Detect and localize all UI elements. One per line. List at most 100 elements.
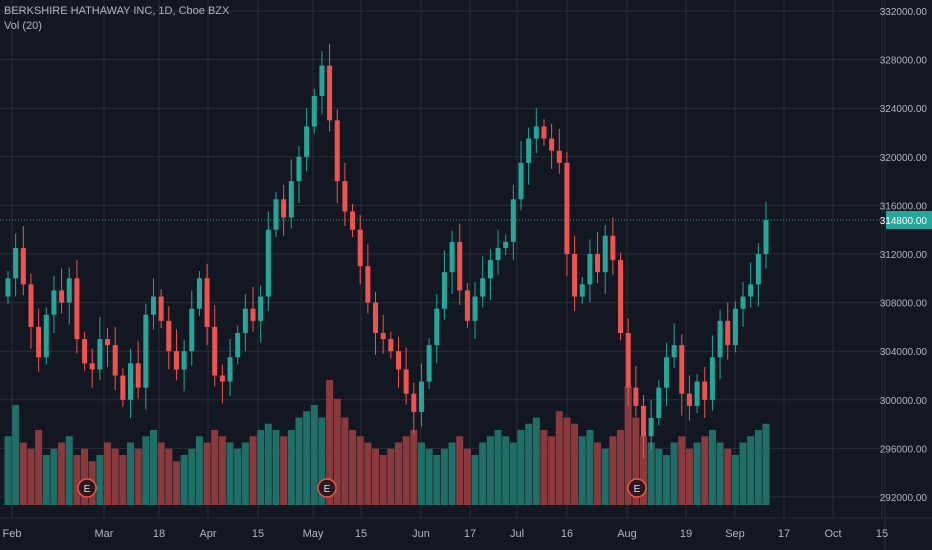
volume-bar	[356, 436, 364, 505]
volume-bar	[303, 411, 311, 505]
candle-body	[304, 126, 310, 157]
price-tick-label: 312000.00	[880, 250, 928, 261]
candle-body	[158, 296, 164, 321]
candle-body	[472, 296, 478, 321]
time-axis[interactable]: Feb Mar 18 Apr 15 May 15 Jun 17 Jul 16 Aug 19 Sep 17 Oc…	[0, 517, 932, 540]
volume-bar	[81, 448, 89, 505]
volume-bar	[333, 398, 341, 505]
candle-body	[395, 351, 401, 370]
volume-bar	[502, 436, 510, 505]
candle-body	[51, 290, 57, 315]
earnings-label: E	[324, 484, 331, 495]
volume-bar	[754, 430, 762, 505]
candle-body	[66, 278, 72, 303]
volume-bar	[42, 455, 50, 505]
volume-bar	[50, 448, 58, 505]
last-price-label: 314800.00	[880, 216, 928, 227]
candle-body	[457, 241, 463, 291]
volume-bar	[372, 448, 380, 505]
candle-body	[350, 211, 356, 230]
volume-bar	[35, 430, 43, 505]
time-tick-label: Mar	[95, 528, 114, 540]
volume-bar	[624, 386, 632, 505]
volume-bar	[410, 430, 418, 505]
candle-body	[533, 126, 539, 139]
volume-bar	[241, 442, 249, 505]
candle-body	[763, 219, 769, 254]
candle-body	[135, 363, 141, 388]
candle-body	[702, 381, 708, 400]
candle-body	[740, 296, 746, 309]
candle-body	[441, 272, 447, 309]
candle-body	[418, 381, 424, 412]
volume-bar	[540, 430, 548, 505]
candle-body	[82, 339, 88, 364]
price-axis[interactable]: 332000.00 328000.00 324000.00 320000.00 3160…	[880, 0, 932, 550]
candle-body	[487, 260, 493, 279]
time-tick-label: 15	[252, 528, 264, 540]
candle-body	[128, 363, 134, 400]
volume-bar	[73, 455, 81, 505]
candle-body	[579, 284, 585, 297]
time-tick-label: Apr	[199, 528, 216, 540]
price-tick-label: 332000.00	[880, 7, 928, 18]
earnings-marker: E	[627, 478, 647, 498]
volume-bar	[670, 442, 678, 505]
time-tick-label: Aug	[617, 528, 637, 540]
candle-body	[403, 369, 409, 394]
volume-bar	[27, 448, 35, 505]
candle-body	[755, 254, 761, 285]
volume-bar	[456, 436, 464, 505]
candle-body	[725, 320, 731, 346]
volume-bar	[203, 442, 211, 505]
volume-bar	[127, 442, 135, 505]
candle-body	[564, 162, 570, 254]
volume-bar	[142, 436, 150, 505]
time-tick-label: 15	[355, 528, 367, 540]
candle-body	[242, 308, 248, 333]
candle-body	[334, 120, 340, 182]
volume-bar	[578, 436, 586, 505]
price-tick-label: 328000.00	[880, 56, 928, 67]
candle-body	[434, 308, 440, 346]
candle-body	[633, 387, 639, 406]
volume-bar	[693, 442, 701, 505]
candle-body	[166, 320, 172, 352]
candle-body	[150, 296, 156, 315]
candle-body	[342, 181, 348, 212]
volume-bar	[448, 442, 456, 505]
volume-bar	[234, 448, 242, 505]
candle-body	[717, 320, 723, 358]
candle-body	[572, 254, 578, 297]
candle-body	[365, 266, 371, 303]
volume-bar	[601, 448, 609, 505]
candle-body	[640, 405, 646, 437]
volume-indicator-label[interactable]: Vol (20)	[4, 20, 42, 32]
candle-body	[74, 278, 80, 340]
volume-bar	[555, 411, 563, 505]
volume-bar	[257, 430, 265, 505]
candle-body	[327, 65, 333, 121]
last-price-label-bg	[886, 210, 932, 229]
candle-body	[181, 351, 187, 370]
volume-bar	[548, 436, 556, 505]
volume-bar	[463, 448, 471, 505]
volume-bar	[433, 455, 441, 505]
symbol-title[interactable]: BERKSHIRE HATHAWAY INC, 1D, Cboe BZX	[4, 5, 230, 17]
price-tick-label: 296000.00	[880, 444, 928, 455]
volume-bar	[394, 442, 402, 505]
volume-bar	[417, 442, 425, 505]
volume-bar	[65, 436, 73, 505]
candle-body	[273, 199, 279, 230]
candle-body	[380, 332, 386, 340]
volume-bar	[647, 442, 655, 505]
earnings-label: E	[84, 484, 91, 495]
volume-bar	[563, 417, 571, 505]
candle-body	[281, 199, 287, 218]
candle-body	[518, 162, 524, 200]
volume-bar	[586, 430, 594, 505]
volume-bar	[724, 448, 732, 505]
volume-bar	[662, 455, 670, 505]
